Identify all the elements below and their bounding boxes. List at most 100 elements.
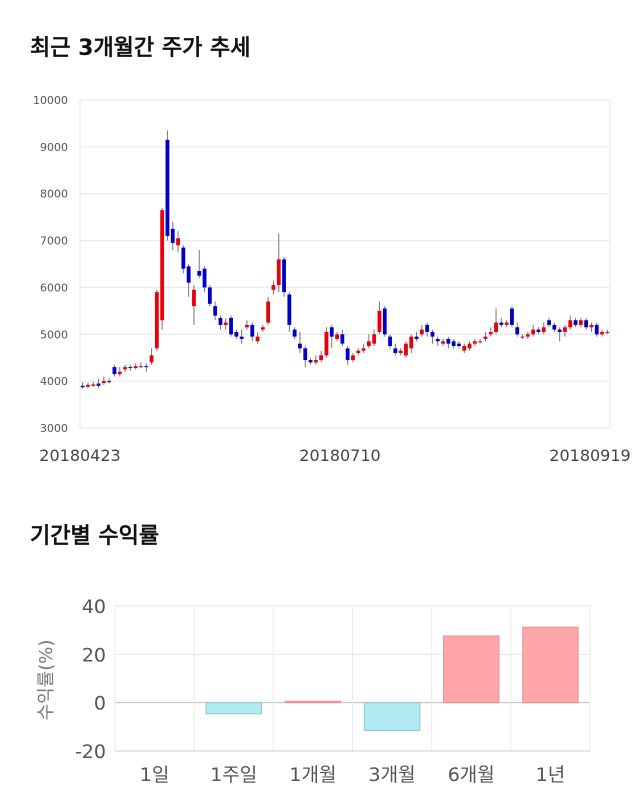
price-y-tick-label: 8000 bbox=[40, 188, 68, 201]
candle-body bbox=[117, 371, 122, 375]
candle-body bbox=[86, 384, 90, 387]
returns-x-tick-label: 1년 bbox=[536, 764, 566, 786]
candle-body bbox=[605, 331, 610, 333]
returns-y-tick-label: 20 bbox=[82, 644, 106, 666]
candle-body bbox=[298, 343, 302, 349]
candle-body bbox=[245, 324, 249, 328]
candle-body bbox=[345, 348, 350, 361]
candle-body bbox=[372, 334, 377, 344]
returns-y-tick-label: 40 bbox=[82, 596, 106, 618]
price-y-tick-label: 7000 bbox=[40, 235, 68, 248]
return-bar bbox=[443, 635, 500, 704]
price-y-tick-label: 10000 bbox=[33, 94, 68, 107]
candle-body bbox=[329, 327, 334, 337]
candle-body bbox=[531, 329, 536, 335]
price-x-tick-label: 20180710 bbox=[299, 446, 380, 465]
price-x-tick-label: 20180423 bbox=[39, 446, 120, 465]
candle-body bbox=[340, 334, 345, 344]
candle-body bbox=[472, 341, 477, 344]
candle-body bbox=[234, 331, 239, 337]
candle-body bbox=[128, 367, 133, 369]
candle-body bbox=[176, 238, 180, 246]
candle-body bbox=[393, 348, 398, 354]
returns-chart-title: 기간별 수익률 bbox=[30, 524, 160, 549]
candle-body bbox=[504, 322, 509, 325]
candle-body bbox=[483, 336, 488, 339]
candle-body bbox=[446, 338, 451, 344]
price-y-tick-label: 3000 bbox=[40, 422, 68, 435]
returns-x-tick-label: 1일 bbox=[140, 764, 170, 786]
candle-body bbox=[139, 366, 143, 368]
candle-body bbox=[181, 247, 186, 269]
candle-body bbox=[313, 360, 318, 363]
candle-body bbox=[335, 334, 339, 339]
candle-body bbox=[96, 383, 101, 386]
returns-x-tick-label: 1주일 bbox=[210, 764, 257, 786]
candle-body bbox=[573, 320, 578, 325]
candle-body bbox=[303, 348, 308, 361]
candle-body bbox=[112, 367, 117, 375]
candle-body bbox=[250, 324, 255, 337]
candle-body bbox=[467, 343, 472, 349]
returns-y-tick-label: 0 bbox=[94, 693, 106, 715]
price-x-tick-label: 20180919 bbox=[549, 446, 630, 465]
candle-body bbox=[515, 327, 520, 335]
candle-body bbox=[239, 336, 244, 339]
price-y-tick-label: 6000 bbox=[40, 281, 68, 294]
candle-body bbox=[207, 287, 212, 304]
returns-x-tick-label: 6개월 bbox=[448, 764, 495, 786]
candle-body bbox=[260, 327, 265, 330]
candle-body bbox=[107, 381, 112, 383]
candle-body bbox=[552, 324, 557, 330]
candle-body bbox=[144, 366, 149, 368]
candle-body bbox=[563, 327, 567, 332]
candle-body bbox=[308, 360, 313, 363]
candle-body bbox=[361, 348, 366, 351]
candle-body bbox=[202, 268, 207, 288]
candle-body bbox=[80, 385, 85, 388]
candle-body bbox=[356, 350, 361, 354]
candle-body bbox=[149, 355, 154, 363]
candle-body bbox=[541, 327, 546, 332]
candle-body bbox=[377, 310, 382, 332]
candle-body bbox=[536, 329, 541, 332]
candle-body bbox=[382, 308, 387, 335]
price-candlestick-chart: 3000 4000 5000 6000 7000 8000 9000 10000 2018042… bbox=[33, 94, 631, 465]
candle-body bbox=[213, 306, 218, 316]
candle-body bbox=[192, 289, 196, 307]
candle-body bbox=[409, 336, 414, 349]
candle-body bbox=[510, 308, 514, 325]
candle-body bbox=[451, 341, 456, 346]
candle-body bbox=[584, 320, 589, 328]
candle-body bbox=[600, 331, 604, 335]
candle-body bbox=[218, 317, 223, 325]
candle-body bbox=[398, 350, 403, 354]
return-bar bbox=[522, 626, 579, 704]
return-bar bbox=[363, 702, 421, 731]
returns-y-axis-label: 수익률(%) bbox=[36, 640, 57, 721]
candle-body bbox=[441, 341, 445, 344]
candle-body bbox=[197, 271, 202, 276]
candle-body bbox=[133, 366, 138, 369]
candle-body bbox=[351, 355, 355, 361]
candle-body bbox=[255, 336, 260, 342]
candle-body bbox=[578, 320, 583, 325]
candle-body bbox=[404, 343, 408, 356]
candle-body bbox=[557, 329, 562, 332]
candle-body bbox=[282, 259, 286, 293]
candle-body bbox=[276, 259, 281, 286]
candle-body bbox=[430, 331, 435, 337]
candle-body bbox=[154, 292, 159, 349]
candle-body bbox=[160, 210, 165, 321]
candle-body bbox=[419, 329, 424, 335]
candle-body bbox=[91, 384, 96, 386]
candle-body bbox=[594, 324, 599, 335]
candle-body bbox=[229, 317, 233, 335]
candle-body bbox=[266, 301, 271, 323]
candle-body bbox=[462, 346, 467, 351]
candle-body bbox=[478, 341, 483, 343]
candle-body bbox=[589, 324, 594, 328]
candle-body bbox=[223, 322, 228, 325]
returns-y-tick-label: -20 bbox=[75, 741, 106, 763]
